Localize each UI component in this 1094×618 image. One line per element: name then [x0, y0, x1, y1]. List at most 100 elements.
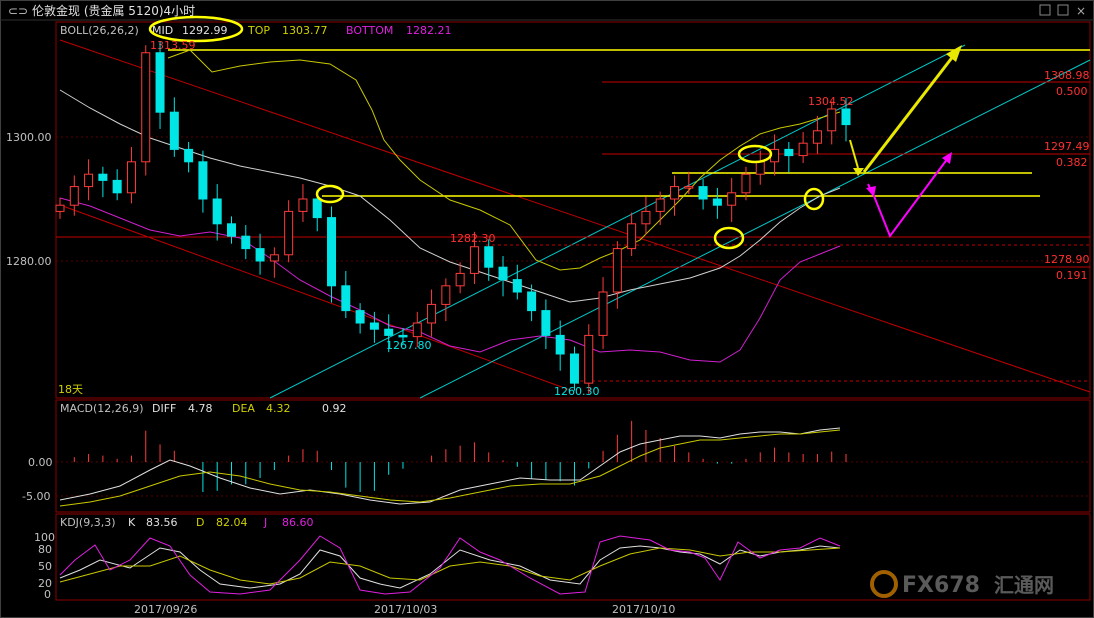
macd-tick-5: -5.00 — [22, 490, 50, 503]
candle-body — [670, 186, 680, 200]
candle-body — [698, 186, 708, 200]
kdj-d-line — [59, 547, 841, 585]
candle-body — [212, 198, 222, 225]
window-title: 伦敦金现 (贵金属 5120)4小时 — [32, 3, 195, 18]
kdj-tick-100: 100 — [34, 531, 55, 544]
fib-price-050: 1308.98 — [1044, 69, 1090, 82]
forecast-arrow-yellow-long — [862, 54, 956, 173]
candle-body — [198, 161, 208, 200]
boll-label: BOLL(26,26,2) — [60, 24, 139, 37]
candle-body — [355, 310, 365, 324]
kdj-d-label: D — [196, 516, 204, 529]
candle-body — [312, 198, 322, 219]
kdj-label: KDJ(9,3,3) — [60, 516, 116, 529]
candle-body — [569, 353, 579, 384]
kdj-tick-0: 0 — [44, 588, 51, 601]
candle-body — [284, 210, 294, 256]
kdj-j-label: J — [263, 516, 267, 529]
kdj-panel-frame — [55, 513, 1091, 601]
candle-body — [612, 248, 622, 293]
date-label-1: 2017/09/26 — [134, 603, 197, 616]
candle-body — [712, 198, 722, 206]
macd-diff-label: DIFF — [152, 402, 176, 415]
kdj-j-value: 86.60 — [282, 516, 314, 529]
watermark-text-cn: 汇通网 — [994, 573, 1054, 597]
candle-body — [798, 142, 808, 157]
kdj-j-line — [59, 535, 841, 595]
highlight-ellipse-top — [737, 144, 773, 164]
candle-body — [784, 148, 794, 157]
date-label-3: 2017/10/10 — [612, 603, 675, 616]
boll-top-line — [167, 49, 841, 271]
annotation-low-1: 1267.80 — [386, 339, 432, 352]
boll-mid-line — [59, 89, 841, 303]
candle-body — [741, 173, 751, 194]
candle-body — [269, 254, 279, 262]
macd-label: MACD(12,26,9) — [60, 402, 144, 415]
candle-body — [555, 334, 565, 355]
boll-top-value: 1303.77 — [282, 24, 328, 37]
candle-body — [655, 198, 665, 212]
forecast-arrow-yellow-short — [849, 139, 859, 169]
kdj-k-value: 83.56 — [146, 516, 178, 529]
candle-body — [327, 217, 337, 287]
annotation-peak-mid: 1282.30 — [450, 232, 496, 245]
annotation-recent-high: 1304.52 — [808, 95, 854, 108]
candle-body — [341, 285, 351, 312]
price-tick-1280: 1280.00 — [6, 255, 52, 268]
candle-body — [584, 334, 594, 384]
arrowhead-yellow-long — [946, 45, 962, 62]
kdj-d-value: 82.04 — [216, 516, 248, 529]
boll-bottom-value: 1282.21 — [406, 24, 452, 37]
macd-panel-frame — [55, 399, 1091, 513]
candle-body — [827, 108, 837, 132]
arrowhead-magenta-down — [866, 186, 876, 197]
candle-body — [84, 173, 94, 188]
date-label-2: 2017/10/03 — [374, 603, 437, 616]
candle-body — [169, 111, 179, 150]
highlight-ellipse-left — [315, 184, 345, 204]
window-icon: ⊂⊃ — [8, 4, 28, 18]
down-channel-upper — [59, 39, 1091, 393]
highlight-ellipse-low — [713, 226, 745, 250]
fib-ratio-0382: 0.382 — [1056, 156, 1088, 169]
candle-body — [412, 322, 422, 338]
candle-body — [155, 52, 165, 113]
candle-body — [498, 266, 508, 281]
close-icon[interactable]: × — [1076, 4, 1086, 18]
candle-body — [427, 303, 437, 324]
annotation-high-1: 1313.59 — [150, 39, 196, 52]
candle-body — [627, 223, 637, 250]
kdj-k-line — [59, 545, 841, 589]
candle-body — [541, 310, 551, 336]
candle-body — [441, 285, 451, 305]
minimize-icon[interactable] — [1039, 4, 1051, 16]
candle-body — [69, 186, 79, 206]
candle-body — [812, 130, 822, 144]
candle-body — [469, 246, 479, 274]
candle-body — [684, 186, 694, 189]
candle-body — [241, 235, 251, 250]
candle-body — [141, 52, 151, 163]
candle-body — [598, 291, 608, 336]
candle-body — [641, 210, 651, 225]
down-channel-lower — [59, 204, 571, 391]
macd-diff-line — [59, 427, 841, 505]
watermark-text: FX678 — [902, 573, 980, 598]
restore-icon[interactable] — [1057, 4, 1069, 16]
macd-dea-label: DEA — [232, 402, 255, 415]
boll-top-label: TOP — [247, 24, 270, 37]
boll-bottom-line — [59, 197, 841, 363]
candle-body — [527, 291, 537, 312]
candle-body — [126, 161, 136, 194]
annotation-low-2: 1260.30 — [554, 385, 600, 398]
candle-body — [384, 328, 394, 336]
boll-mid-value: 1292.99 — [182, 24, 228, 37]
macd-hist-value: 0.92 — [322, 402, 347, 415]
highlight-ellipse-right — [803, 187, 825, 211]
candle-body — [255, 248, 265, 262]
candle-body — [755, 161, 765, 175]
watermark-logo — [870, 570, 898, 598]
